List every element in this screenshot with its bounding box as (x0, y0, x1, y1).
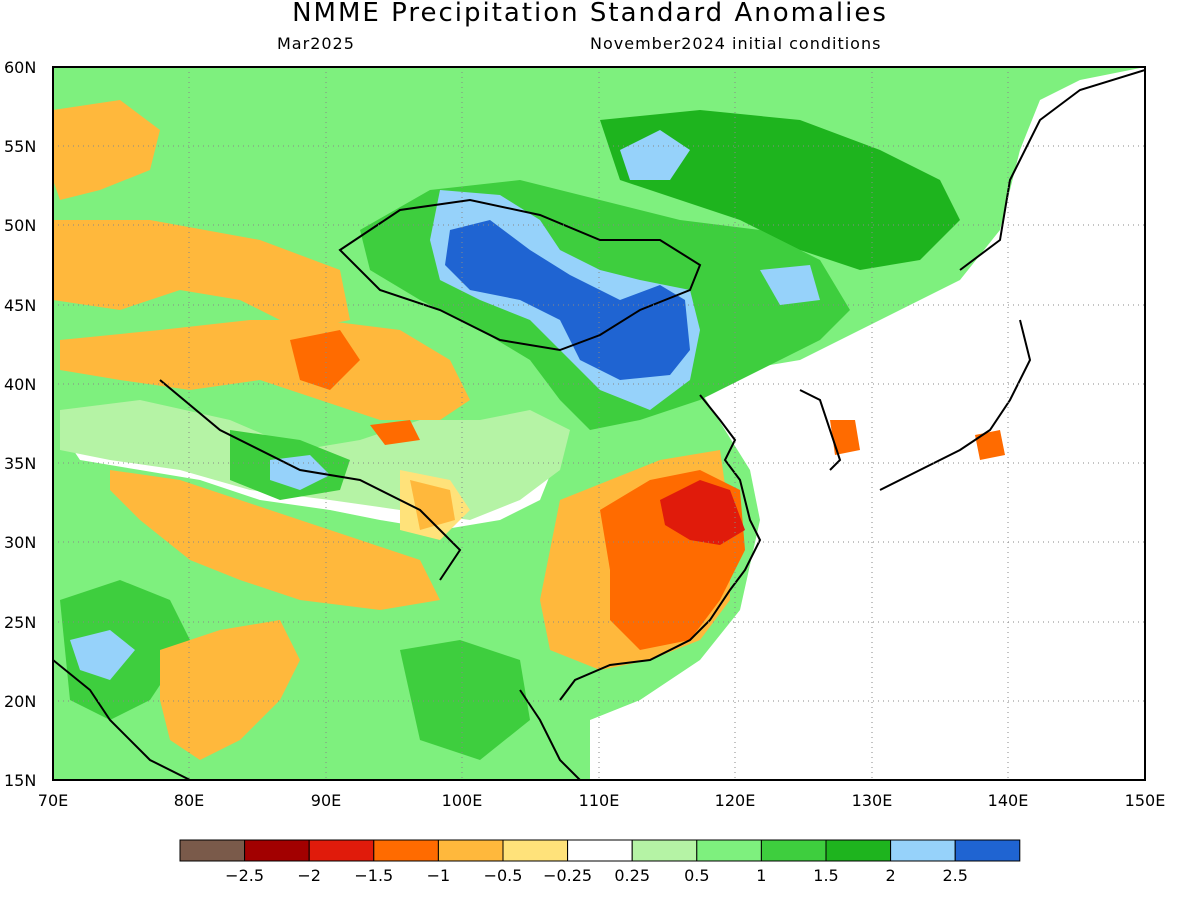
lon-label: 100E (442, 791, 483, 810)
red-sechina (660, 480, 745, 545)
colorbar-label: −1 (427, 866, 451, 885)
red-korea (830, 420, 860, 455)
bohai-nodata (700, 380, 760, 440)
orange-himalaya (110, 470, 440, 610)
orange-tarim (60, 320, 470, 420)
colorbar-swatch (760, 839, 827, 862)
colorbar-label: 2.5 (942, 866, 967, 885)
colorbar (179, 839, 1021, 862)
colorbar-label: −0.25 (543, 866, 592, 885)
colorbar-label: 1.5 (813, 866, 838, 885)
lightblue-tibet (270, 455, 330, 490)
lat-label: 30N (4, 533, 36, 552)
lon-axis: 70E 80E 90E 100E 110E 120E 130E 140E 150… (38, 791, 1166, 810)
lightblue-siberia (620, 130, 690, 180)
green-indochina (400, 640, 530, 760)
colorbar-swatch (825, 839, 892, 862)
lat-label: 20N (4, 692, 36, 711)
coast-siberia (959, 69, 1145, 271)
chart-title: NMME Precipitation Standard Anomalies (292, 0, 888, 28)
colorbar-label: 0.5 (684, 866, 709, 885)
coast-korea (799, 389, 842, 471)
coast-japan (879, 319, 1032, 491)
colorbar-labels: −2.5 −2 −1.5 −1 −0.5 −0.25 0.25 0.5 1 1.5 2 2.5 (225, 866, 968, 885)
lon-label: 80E (174, 791, 204, 810)
colorbar-swatch (502, 839, 569, 862)
lon-label: 130E (852, 791, 893, 810)
lat-label: 50N (4, 216, 36, 235)
colorbar-label: 1 (756, 866, 766, 885)
colorbar-label: −2 (297, 866, 321, 885)
coast-china (559, 394, 762, 701)
coast-india (53, 659, 191, 780)
orange-central-asia (53, 220, 350, 330)
lon-label: 110E (579, 791, 620, 810)
ocean-nodata (590, 67, 1145, 780)
colorbar-swatch (631, 839, 698, 862)
orange-tibet-e (410, 480, 455, 530)
red-tarim-2 (370, 420, 420, 445)
border-mongolia (338, 198, 702, 352)
lat-label: 55N (4, 137, 36, 156)
lon-label: 120E (715, 791, 756, 810)
colorbar-swatch (696, 839, 762, 862)
lightblue-east (760, 265, 820, 305)
colorbar-swatch (567, 839, 633, 862)
colorbar-swatch (954, 839, 1021, 862)
colorbar-swatch (179, 839, 246, 862)
blue-mongolia (445, 220, 690, 380)
lat-label: 35N (4, 454, 36, 473)
colorbar-label: −0.5 (484, 866, 523, 885)
lon-label: 70E (38, 791, 68, 810)
lon-label: 90E (311, 791, 341, 810)
orange-india (160, 620, 300, 760)
colorbar-label: 2 (886, 866, 896, 885)
colorbar-label: 0.25 (614, 866, 650, 885)
colorbar-label: −1.5 (354, 866, 393, 885)
colorbar-swatch (244, 839, 310, 862)
lat-label: 60N (4, 58, 36, 77)
grid (53, 67, 1145, 780)
colorbar-swatch (308, 839, 375, 862)
orange-kazakh (53, 100, 160, 200)
colorbar-label: −2.5 (225, 866, 264, 885)
lat-label: 45N (4, 296, 36, 315)
coast-indochina (519, 689, 581, 780)
anomaly-field (53, 67, 1145, 780)
colorbar-swatch (890, 839, 956, 862)
lat-axis: 60N 55N 50N 45N 40N 35N 30N 25N 20N 15N (4, 58, 36, 790)
red-tarim (290, 330, 360, 390)
lon-label: 150E (1125, 791, 1166, 810)
border-china-west (159, 379, 462, 581)
valid-month-label: Mar2025 (277, 34, 355, 53)
colorbar-swatch (437, 839, 504, 862)
red-japan (975, 430, 1005, 460)
map-frame (52, 66, 1146, 781)
init-conditions-label: November2024 initial conditions (590, 34, 882, 53)
lightblue-india (70, 630, 135, 680)
lat-label: 40N (4, 375, 36, 394)
lat-label: 15N (4, 771, 36, 790)
colorbar-swatch (373, 839, 439, 862)
lon-label: 140E (988, 791, 1029, 810)
lat-label: 25N (4, 613, 36, 632)
coastlines (53, 69, 1145, 780)
